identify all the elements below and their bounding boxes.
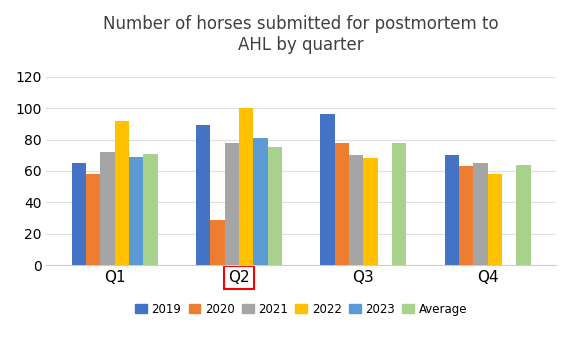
Bar: [239, 108, 254, 265]
Bar: [86, 174, 100, 265]
Bar: [445, 155, 459, 265]
Bar: [268, 147, 282, 265]
Bar: [335, 143, 349, 265]
Bar: [224, 143, 239, 265]
Bar: [392, 143, 406, 265]
Bar: [488, 174, 502, 265]
Bar: [473, 163, 488, 265]
Bar: [459, 166, 473, 265]
Title: Number of horses submitted for postmortem to
AHL by quarter: Number of horses submitted for postmorte…: [103, 15, 499, 54]
Bar: [254, 138, 268, 265]
Bar: [72, 163, 86, 265]
Bar: [100, 152, 115, 265]
Bar: [210, 220, 224, 265]
Bar: [363, 158, 377, 265]
Bar: [143, 154, 158, 265]
Bar: [115, 121, 129, 265]
Bar: [320, 114, 335, 265]
Legend: 2019, 2020, 2021, 2022, 2023, Average: 2019, 2020, 2021, 2022, 2023, Average: [130, 298, 472, 320]
Bar: [516, 165, 530, 265]
Bar: [129, 157, 143, 265]
Bar: [196, 126, 210, 265]
Bar: [349, 155, 363, 265]
